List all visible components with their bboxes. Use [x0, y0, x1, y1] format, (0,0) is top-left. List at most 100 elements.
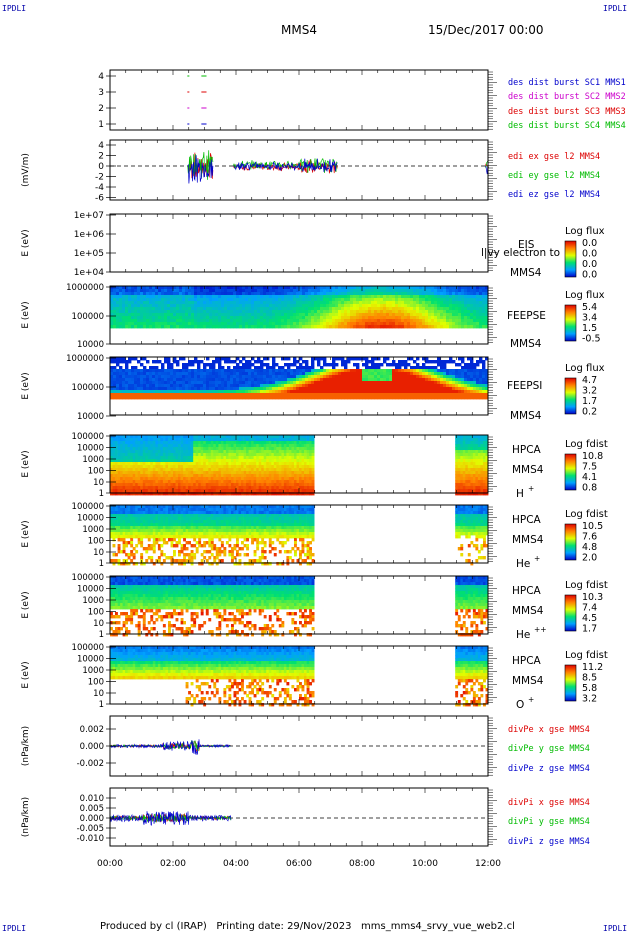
spectro-cell	[208, 447, 212, 451]
spectro-cell	[407, 298, 411, 302]
spectro-cell	[218, 298, 222, 302]
spectro-cell	[284, 289, 288, 293]
spectro-cell	[155, 450, 159, 454]
spectro-cell	[241, 438, 244, 442]
spectro-cell	[113, 310, 117, 314]
spectro-cell	[210, 453, 214, 457]
spectro-cell	[128, 357, 132, 361]
spectro-cell	[419, 322, 423, 326]
spectro-cell	[401, 304, 405, 308]
spectro-cell	[422, 375, 426, 379]
spectro-cell	[155, 393, 159, 397]
spectro-cell	[392, 387, 396, 391]
spectro-cell	[168, 450, 171, 454]
spectro-cell	[208, 444, 212, 448]
spectro-cell	[215, 307, 219, 311]
spectro-cell	[221, 369, 225, 373]
spectro-cell	[140, 298, 144, 302]
spectro-cell	[290, 286, 294, 290]
spectro-cell	[218, 483, 222, 487]
spectro-cell	[140, 381, 144, 385]
spectro-cell	[182, 366, 186, 370]
spectro-cell	[293, 319, 297, 323]
spectro-cell	[147, 456, 151, 460]
spectro-cell	[301, 480, 305, 484]
spectro-cell	[404, 319, 408, 323]
spectro-cell	[263, 375, 267, 379]
spectro-cell	[341, 384, 345, 388]
spectro-cell	[251, 438, 254, 442]
spectro-cell	[231, 465, 234, 469]
spectro-cell	[206, 381, 210, 385]
spectro-cell	[155, 474, 159, 478]
spectro-cell	[350, 390, 354, 394]
spectro-cell	[165, 483, 169, 487]
spectro-cell	[183, 447, 186, 451]
spectro-cell	[272, 289, 276, 293]
spectro-cell	[258, 438, 262, 442]
spectro-cell	[301, 474, 305, 478]
spectro-cell	[314, 396, 318, 400]
spectro-cell	[239, 310, 243, 314]
spectro-cell	[283, 447, 287, 451]
spectro-cell	[152, 456, 156, 460]
spectro-cell	[127, 441, 131, 445]
spectro-cell	[404, 372, 408, 376]
spectro-cell	[206, 301, 210, 305]
spectro-cell	[271, 441, 275, 445]
spectro-cell	[251, 384, 255, 388]
spectro-cell	[273, 480, 277, 484]
spectro-cell	[482, 363, 486, 367]
spectro-cell	[131, 292, 135, 296]
spectro-cell	[173, 480, 176, 484]
spectro-cell	[272, 384, 276, 388]
spectro-cell	[332, 292, 336, 296]
spectro-cell	[341, 292, 345, 296]
spectro-cell	[122, 489, 126, 493]
spectro-cell	[268, 453, 272, 457]
spectro-cell	[225, 438, 229, 442]
spectro-cell	[179, 325, 183, 329]
spectro-cell	[329, 369, 333, 373]
spectro-cell	[419, 325, 423, 329]
spectro-cell	[205, 465, 209, 469]
spectro-cell	[281, 456, 285, 460]
spectro-cell	[236, 366, 240, 370]
spectro-cell	[157, 468, 161, 472]
spectro-cell	[210, 441, 214, 445]
spectro-cell	[449, 310, 453, 314]
spectro-cell	[413, 393, 417, 397]
spectro-cell	[257, 387, 261, 391]
spectro-cell	[311, 307, 315, 311]
spectro-cell	[422, 310, 426, 314]
spectro-cell	[246, 486, 249, 490]
spectro-cell	[140, 325, 144, 329]
spectro-cell	[273, 447, 277, 451]
spectro-cell	[437, 304, 441, 308]
spectro-cell	[188, 310, 192, 314]
spectro-cell	[225, 441, 229, 445]
spectro-cell	[213, 447, 217, 451]
spectro-cell	[467, 381, 471, 385]
spectro-cell	[212, 301, 216, 305]
spectro-cell	[266, 372, 270, 376]
spectro-cell	[158, 360, 162, 364]
spectro-cell	[165, 447, 169, 451]
spectro-cell	[127, 480, 131, 484]
spectro-cell	[125, 292, 129, 296]
spectro-cell	[130, 456, 134, 460]
spectro-cell	[284, 304, 288, 308]
spectro-cell	[170, 387, 174, 391]
spectro-cell	[221, 292, 225, 296]
spectro-cell	[485, 292, 489, 296]
spectro-cell	[122, 316, 126, 320]
spectro-cell	[209, 381, 213, 385]
spectro-cell	[253, 492, 257, 496]
spectro-cell	[155, 483, 159, 487]
spectro-cell	[482, 372, 486, 376]
spectro-cell	[173, 292, 177, 296]
spectro-cell	[291, 435, 295, 439]
spectro-cell	[458, 375, 462, 379]
spectro-cell	[246, 459, 249, 463]
spectro-cell	[197, 319, 201, 323]
